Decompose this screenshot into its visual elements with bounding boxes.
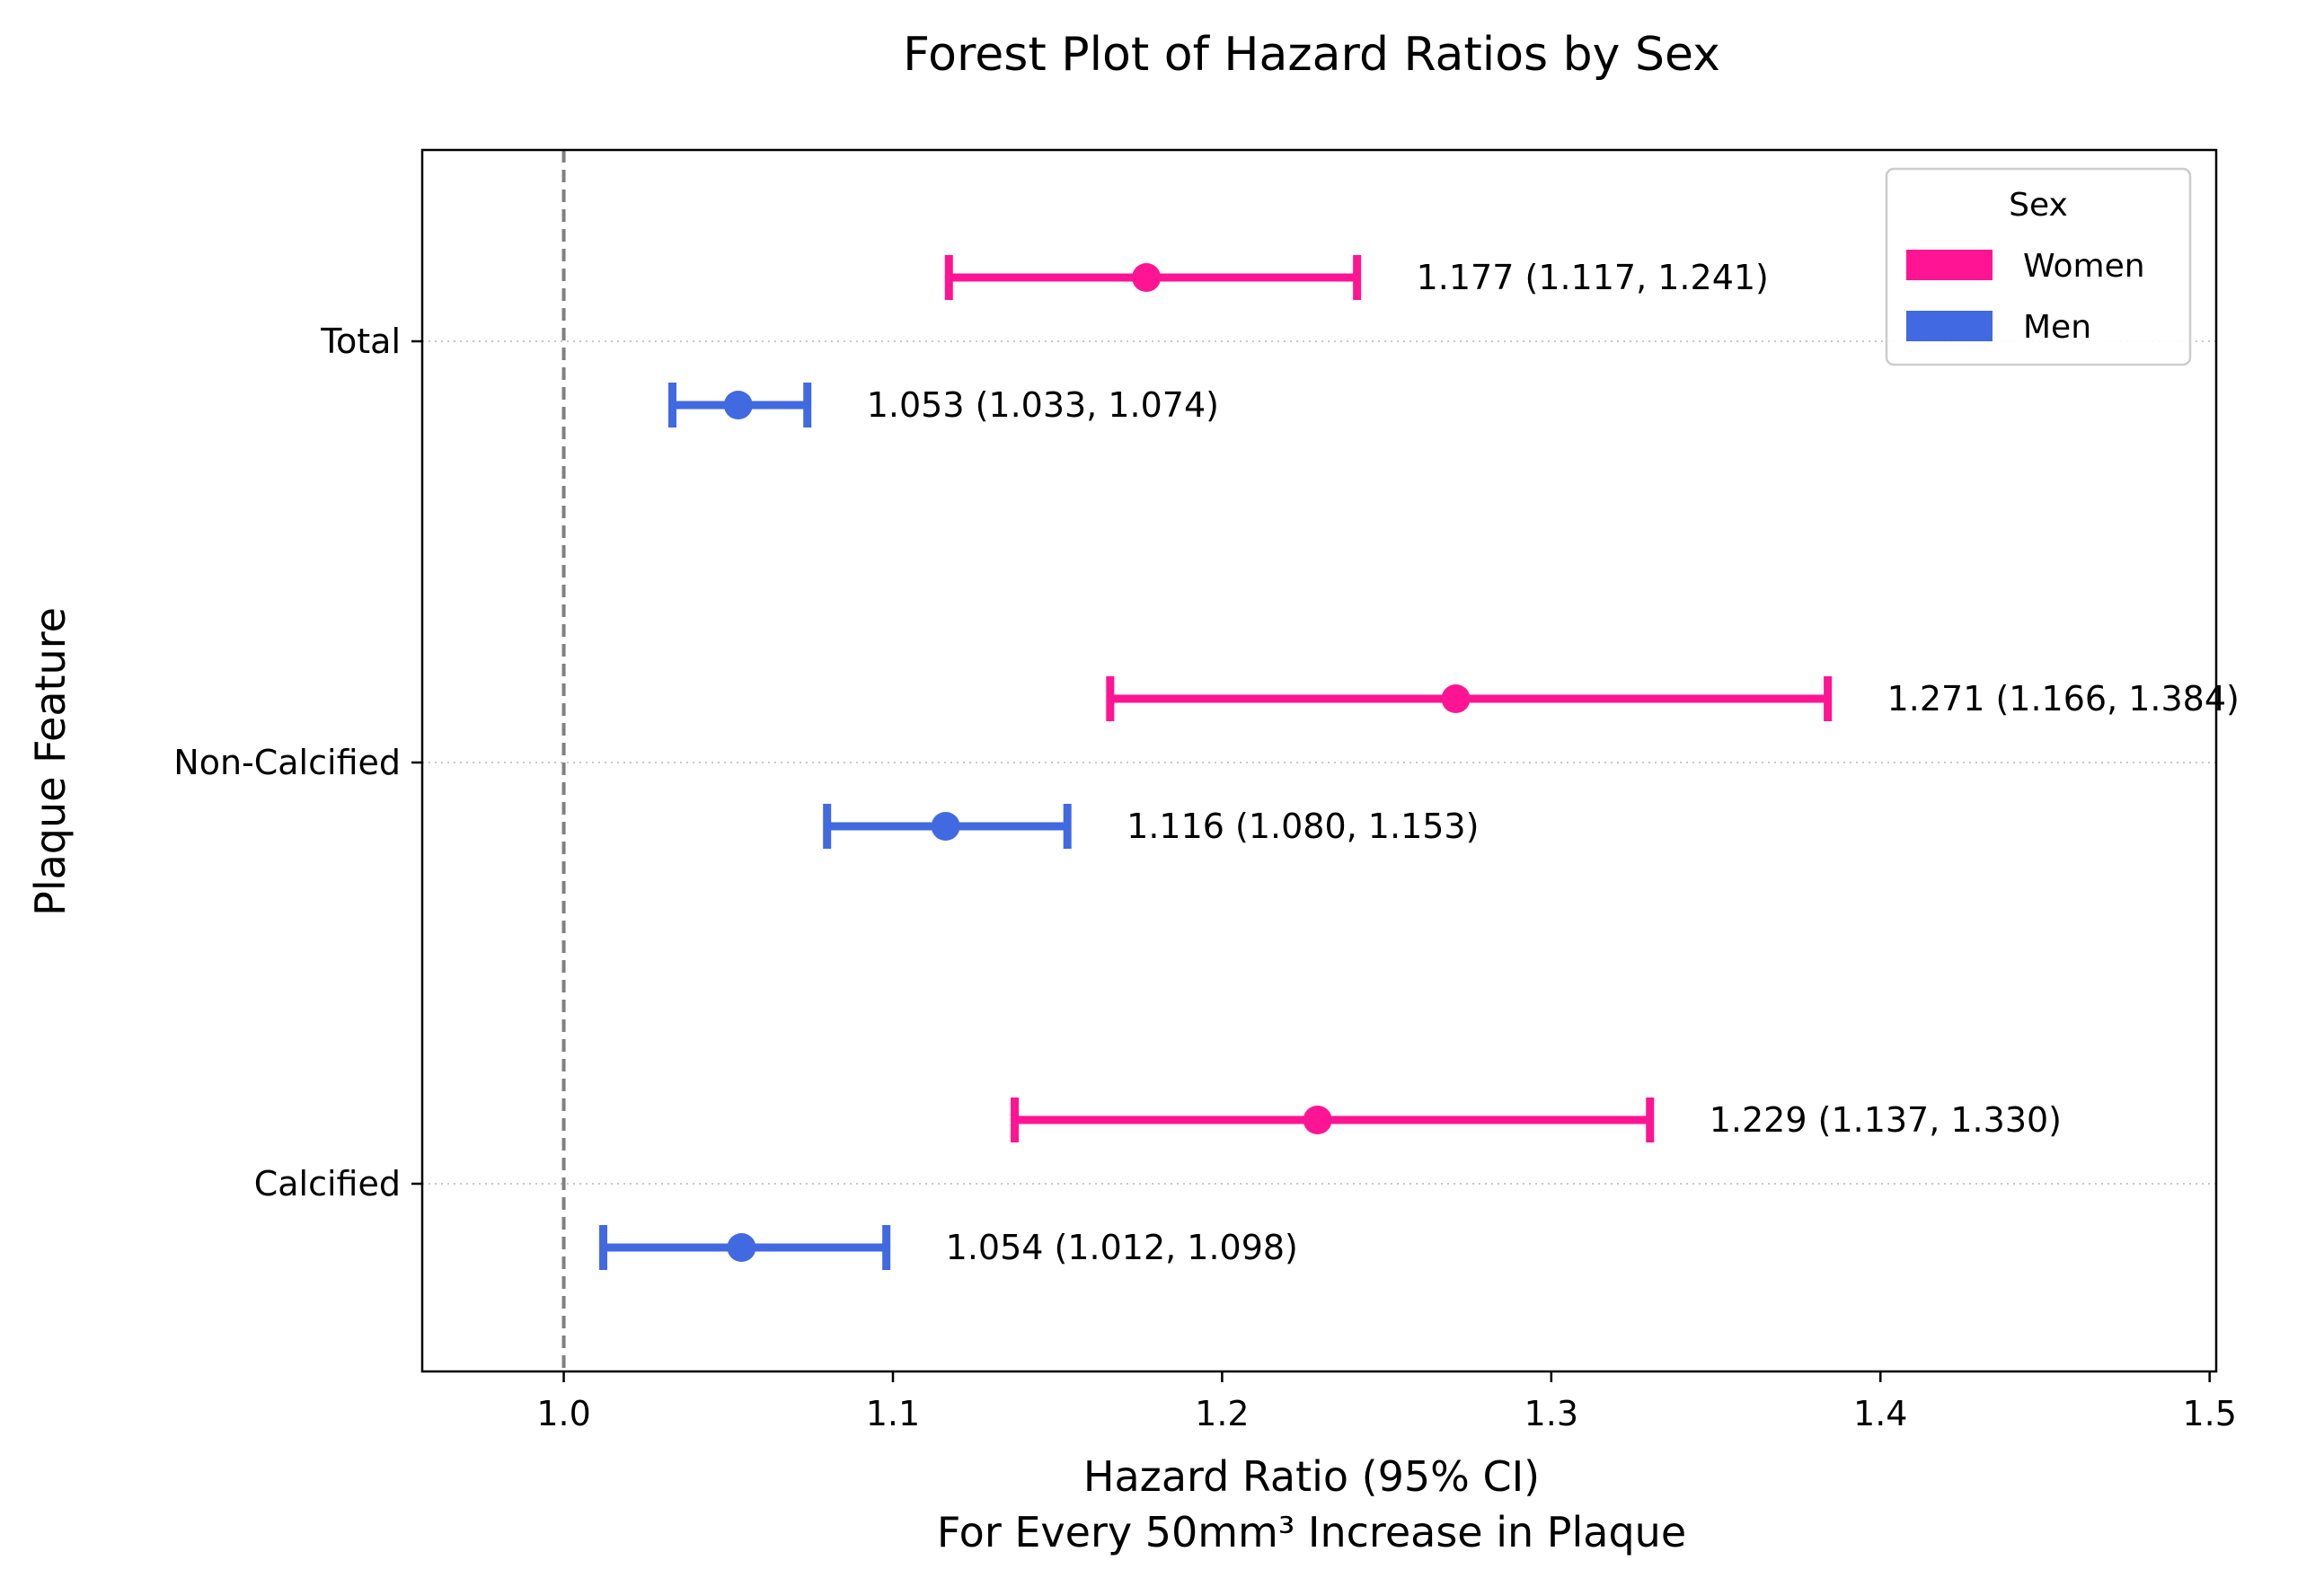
hr-point [1441, 684, 1471, 713]
hr-point [1132, 263, 1162, 292]
ci-row-men: 1.054 (1.012, 1.098) [599, 1225, 1298, 1270]
legend-swatch [1906, 311, 1993, 341]
legend-title: Sex [2009, 187, 2068, 224]
x-tick-label: 1.0 [536, 1394, 590, 1433]
ci-value-label: 1.271 (1.166, 1.384) [1887, 679, 2240, 719]
ci-value-label: 1.053 (1.033, 1.074) [867, 385, 1219, 425]
ci-value-label: 1.229 (1.137, 1.330) [1710, 1100, 2062, 1140]
y-tick-label: Non-Calcified [173, 743, 401, 782]
x-tick-label: 1.3 [1524, 1394, 1578, 1433]
ci-row-men: 1.053 (1.033, 1.074) [667, 383, 1219, 428]
x-tick-label: 1.4 [1853, 1394, 1907, 1433]
y-tick-label: Calcified [254, 1164, 401, 1203]
grid-lines [422, 340, 2216, 1185]
ci-row-women: 1.229 (1.137, 1.330) [1011, 1098, 2062, 1142]
legend-entry-women: Women [1906, 248, 2145, 285]
x-axis-ticks: 1.0 1.1 1.2 1.3 1.4 1.5 [536, 1371, 2237, 1433]
y-tick-label: Total [320, 322, 401, 361]
legend: Sex Women Men [1885, 167, 2192, 366]
legend-label: Women [2023, 248, 2145, 285]
chart-title: Forest Plot of Hazard Ratios by Sex [903, 28, 1720, 82]
legend-entry-men: Men [1906, 309, 2091, 346]
ci-row-women: 1.177 (1.117, 1.241) [944, 255, 1769, 300]
hr-point [723, 391, 753, 419]
legend-swatch [1906, 250, 1993, 280]
x-axis-sublabel: For Every 50mm³ Increase in Plaque [937, 1508, 1686, 1556]
ci-row-women: 1.271 (1.166, 1.384) [1106, 676, 2240, 721]
y-axis-ticks: Total Non-Calcified Calcified [173, 322, 422, 1203]
ci-value-label: 1.054 (1.012, 1.098) [946, 1228, 1298, 1267]
hr-point [727, 1233, 756, 1262]
plot-frame [420, 148, 2218, 1373]
hr-point [931, 812, 960, 841]
ci-row-men: 1.116 (1.080, 1.153) [823, 804, 1479, 849]
x-axis-label: Hazard Ratio (95% CI) [1083, 1452, 1540, 1501]
data-marks: 1.177 (1.117, 1.241) 1.271 (1.166, 1.384)… [599, 255, 2240, 1270]
legend-label: Men [2023, 309, 2091, 346]
ci-value-label: 1.177 (1.117, 1.241) [1417, 258, 1769, 297]
x-tick-label: 1.2 [1195, 1394, 1249, 1433]
y-axis-label: Plaque Feature [26, 607, 75, 916]
ci-value-label: 1.116 (1.080, 1.153) [1127, 807, 1479, 846]
hr-point [1303, 1106, 1332, 1134]
x-tick-label: 1.1 [866, 1394, 920, 1433]
x-tick-label: 1.5 [2182, 1394, 2236, 1433]
